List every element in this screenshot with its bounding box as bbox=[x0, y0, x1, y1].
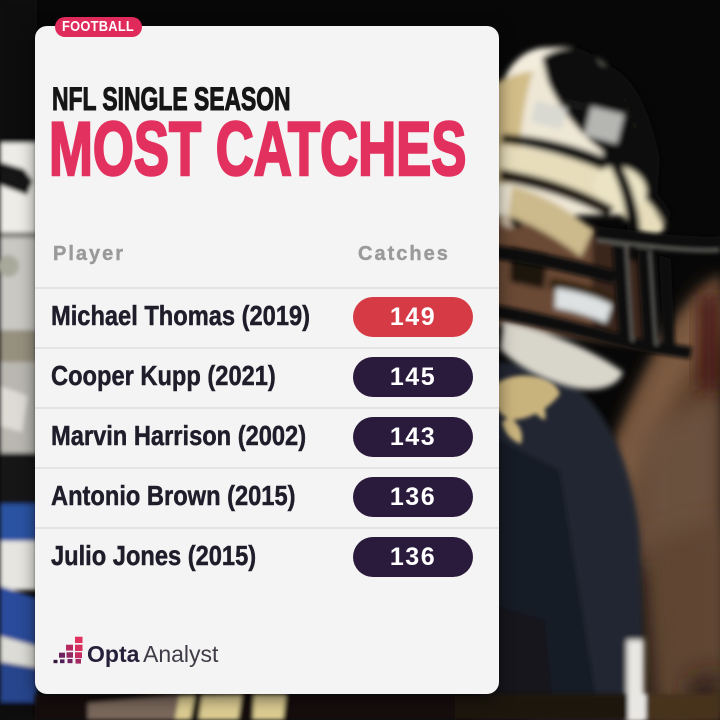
svg-text:Analyst: Analyst bbox=[143, 641, 219, 667]
svg-text:Opta: Opta bbox=[87, 641, 140, 667]
